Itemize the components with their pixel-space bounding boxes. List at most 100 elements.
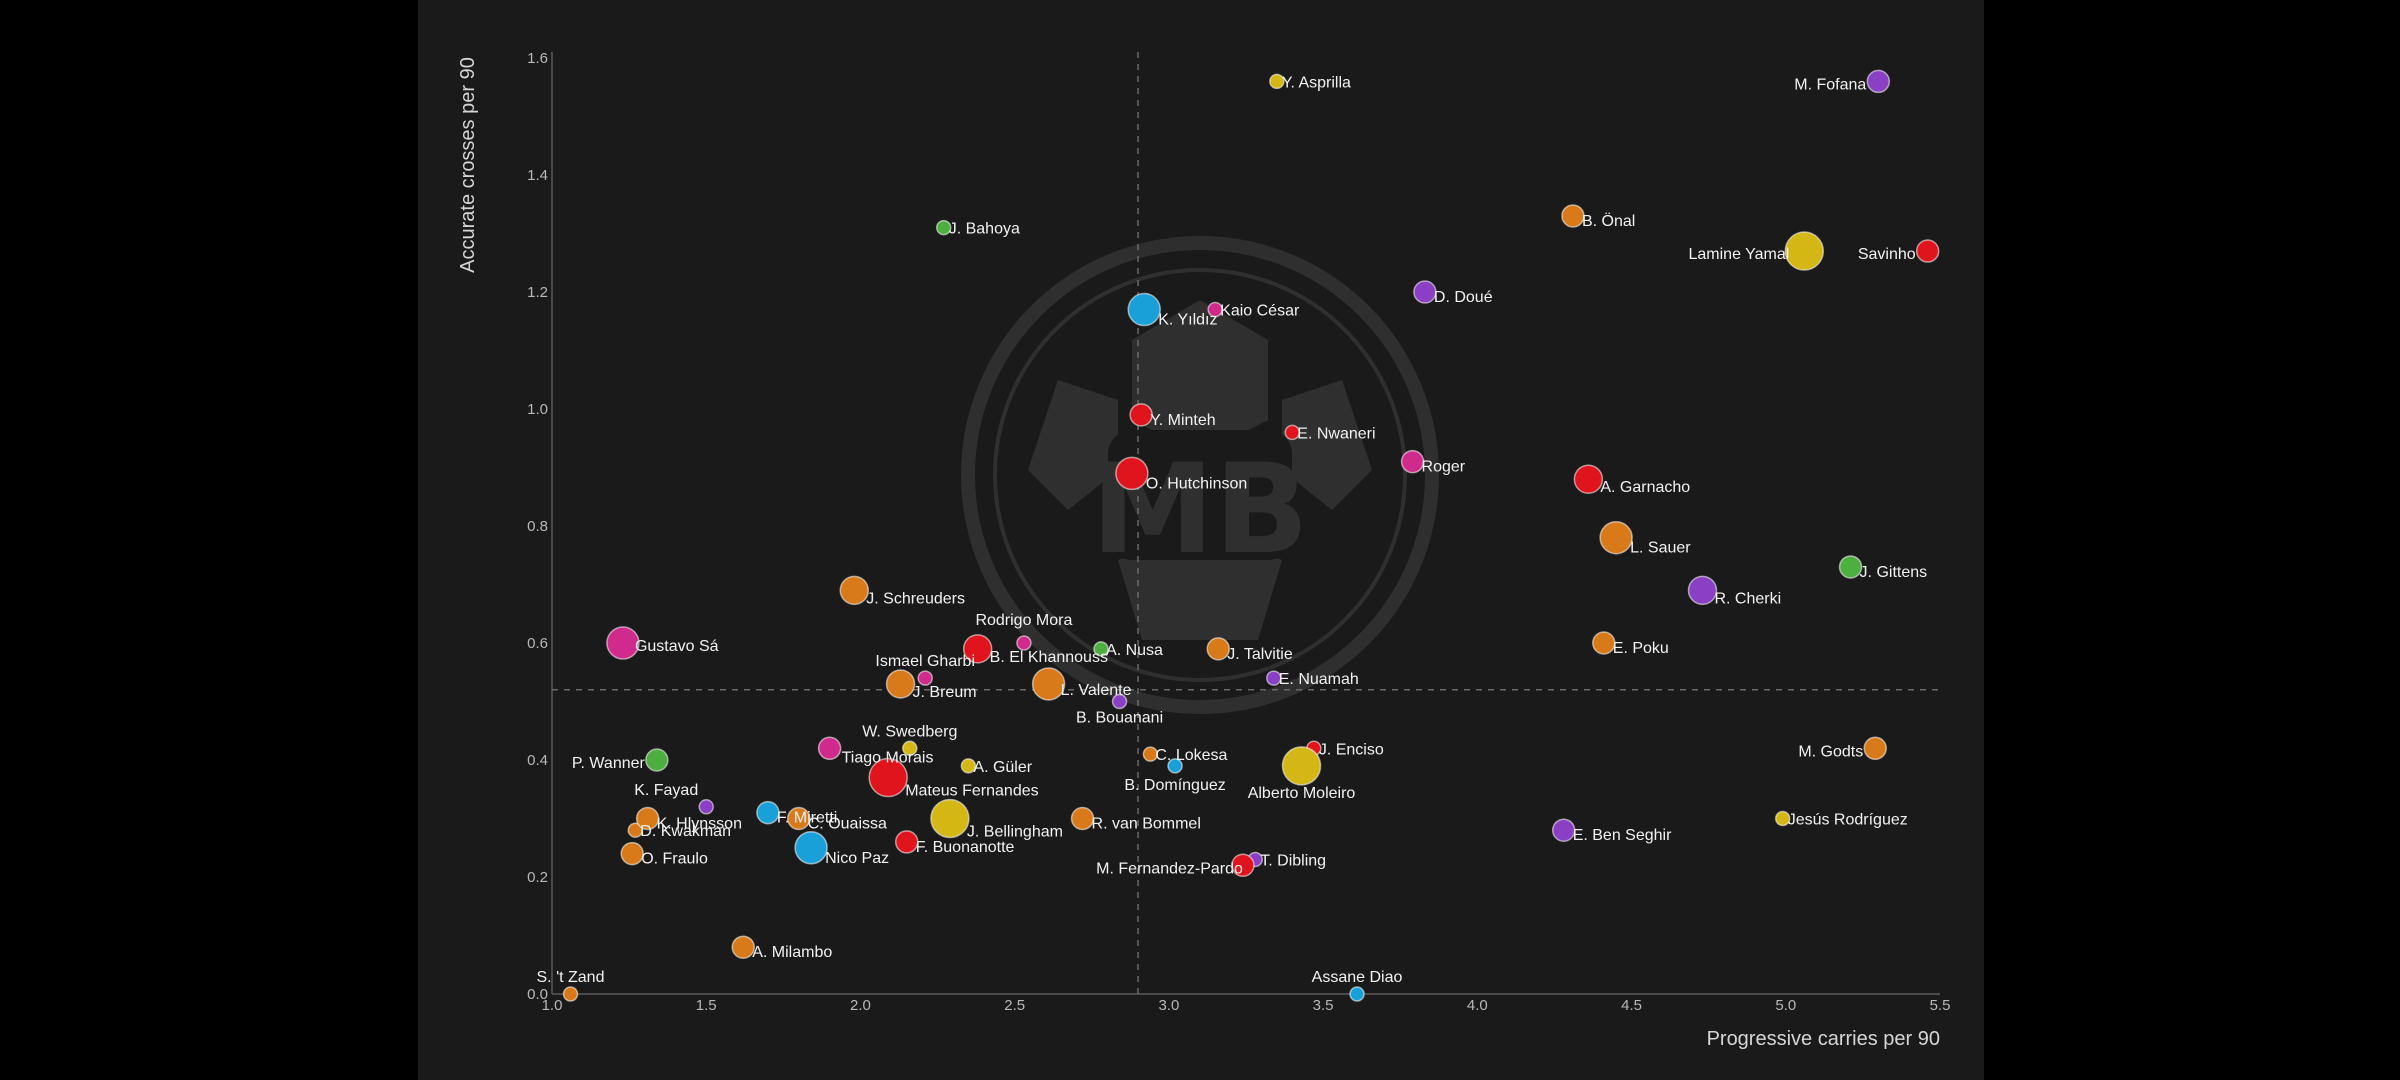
- point-label: E. Nwaneri: [1297, 425, 1375, 442]
- data-point: [645, 748, 669, 772]
- data-point: [839, 575, 870, 606]
- point-label: F. Miretti: [777, 810, 837, 827]
- point-label: Mateus Fernandes: [905, 783, 1038, 800]
- point-label: F. Buonanotte: [916, 839, 1015, 856]
- data-point: [1281, 746, 1322, 786]
- data-point: [562, 986, 579, 1002]
- data-point: [1774, 810, 1791, 827]
- data-point: [1349, 986, 1365, 1002]
- point-label: E. Nuamah: [1279, 671, 1359, 688]
- point-label: M. Fofana: [1794, 76, 1866, 93]
- y-tick-label: 0.2: [527, 869, 548, 886]
- point-label: Roger: [1422, 459, 1466, 476]
- point-label: J. Schreuders: [866, 590, 965, 607]
- x-tick-label: 3.0: [1158, 997, 1179, 1014]
- point-label: C. Lokesa: [1155, 747, 1227, 764]
- point-label: Lamine Yamal: [1688, 246, 1789, 263]
- data-point: [1687, 575, 1718, 606]
- point-label: O. Hutchinson: [1146, 475, 1247, 492]
- point-label: D. Doué: [1434, 289, 1493, 306]
- data-point: [606, 626, 640, 660]
- point-label: R. Cherki: [1714, 590, 1781, 607]
- point-label: M. Godts: [1798, 743, 1863, 760]
- x-tick-labels: 1.0 1.5 2.0 2.5 3.0 3.5 4.0 4.5 5.0 5.5: [542, 997, 1951, 1014]
- point-label: A. Garnacho: [1600, 479, 1690, 496]
- point-label: A. Milambo: [752, 944, 832, 961]
- point-label: A. Güler: [973, 759, 1032, 776]
- data-point: [1400, 449, 1425, 474]
- point-label: B. Domínguez: [1124, 777, 1225, 794]
- point-label: S. 't Zand: [537, 969, 605, 986]
- data-point: [1413, 280, 1437, 304]
- data-point: [620, 841, 644, 866]
- x-axis-title: Progressive carries per 90: [1707, 1028, 1940, 1050]
- point-labels: Y. Asprilla M. Fofana J. Bahoya B. Önal Lami…: [537, 74, 1928, 986]
- point-label: D. Kwakman: [640, 823, 731, 840]
- data-point: [1573, 464, 1604, 494]
- point-label: E. Poku: [1613, 640, 1669, 657]
- point-label: Jesús Rodríguez: [1788, 812, 1908, 829]
- point-label: B. Önal: [1582, 212, 1635, 230]
- data-point: [1551, 818, 1576, 842]
- y-tick-label: 1.2: [527, 284, 548, 301]
- x-tick-label: 4.5: [1621, 997, 1642, 1014]
- data-points: [562, 69, 1940, 1002]
- y-tick-label: 0.6: [527, 635, 548, 652]
- data-point: [1206, 637, 1230, 661]
- data-point: [635, 806, 660, 831]
- data-point: [1129, 403, 1153, 427]
- data-point: [1838, 555, 1863, 579]
- point-label: J. Gittens: [1860, 564, 1928, 581]
- data-point: [930, 798, 970, 839]
- data-point: [1127, 292, 1161, 327]
- point-label: B. El Khannouss: [990, 649, 1108, 666]
- data-point: [1167, 758, 1183, 774]
- data-point: [1866, 69, 1891, 94]
- point-label: L. Valente: [1061, 682, 1132, 699]
- x-tick-label: 4.0: [1467, 997, 1488, 1014]
- data-point: [1599, 520, 1633, 555]
- scatter-chart: MB 1.0 1.5 2.0 2.5 3.0 3.5 4.0 4.5 5.0 5.5 0.00.2…: [457, 50, 1951, 1050]
- data-point: [1561, 204, 1585, 228]
- point-label: R. van Bommel: [1092, 816, 1201, 833]
- data-point: [1863, 736, 1887, 761]
- data-point: [794, 831, 828, 865]
- y-tick-label: 1.6: [527, 50, 548, 67]
- point-label: T. Dibling: [1260, 852, 1326, 869]
- point-label: J. Bahoya: [949, 221, 1020, 238]
- x-tick-label: 1.0: [542, 997, 563, 1014]
- y-axis-title: Accurate crosses per 90: [457, 57, 479, 273]
- data-point: [1592, 631, 1616, 655]
- y-tick-label: 1.0: [527, 401, 548, 418]
- point-label: Nico Paz: [825, 850, 889, 867]
- data-point: [1111, 693, 1128, 710]
- point-label: Y. Asprilla: [1282, 74, 1351, 91]
- data-point: [1284, 424, 1301, 441]
- x-tick-label: 3.5: [1313, 997, 1334, 1014]
- data-point: [962, 634, 993, 664]
- point-label: O. Fraulo: [641, 851, 708, 868]
- data-point: [698, 799, 714, 815]
- point-label: M. Fernandez-Pardo: [1096, 860, 1243, 877]
- data-point: [935, 219, 952, 236]
- y-tick-label: 0.4: [527, 752, 548, 769]
- point-label: Y. Minteh: [1150, 412, 1216, 429]
- point-label: K. Hlynsson: [657, 816, 742, 833]
- point-label: L. Sauer: [1630, 540, 1691, 557]
- chart-panel: MB 1.0 1.5 2.0 2.5 3.0 3.5 4.0 4.5 5.0 5.5 0.0 0.2…: [418, 0, 1984, 1080]
- point-label: J. Enciso: [1319, 741, 1384, 758]
- x-tick-label: 2.5: [1004, 997, 1025, 1014]
- y-tick-labels: 0.0 0.2 0.4 0.6 0.8 1.0 1.2 1.4 1.6: [527, 50, 548, 1003]
- point-label: W. Swedberg: [862, 723, 957, 740]
- data-point: [885, 669, 916, 699]
- data-point: [1784, 231, 1825, 271]
- point-label: J. Bellingham: [967, 824, 1063, 841]
- point-label: K. Fayad: [634, 782, 698, 799]
- data-point: [1207, 301, 1223, 318]
- y-tick-label: 0.0: [527, 986, 548, 1003]
- data-point: [894, 830, 919, 854]
- x-tick-label: 5.5: [1930, 997, 1951, 1014]
- data-point: [756, 800, 780, 825]
- point-label: J. Breum: [913, 684, 977, 701]
- data-point: [1142, 746, 1159, 762]
